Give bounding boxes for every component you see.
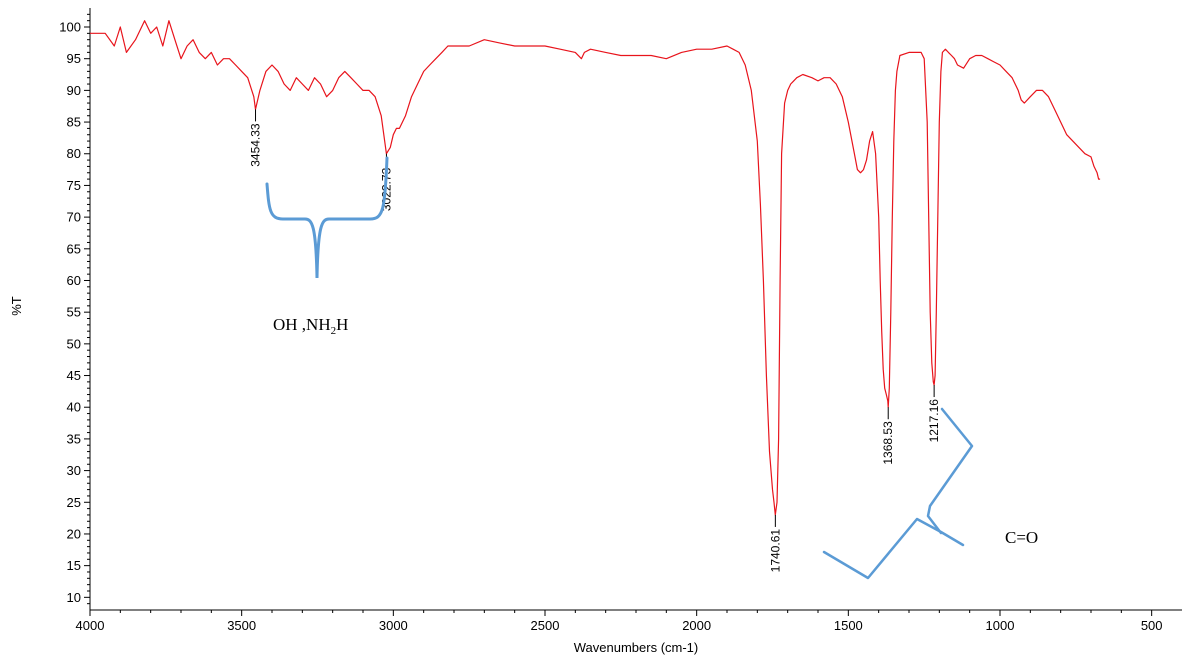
y-tick-label: 35: [67, 431, 81, 446]
x-axis: 4000 3500 3000 2500 2000 1500 1000 500: [76, 609, 1182, 633]
y-tick-label: 10: [67, 590, 81, 605]
y-tick-label: 90: [67, 83, 81, 98]
x-tick-label: 500: [1141, 618, 1163, 633]
carbonyl-bracket-lower: [822, 517, 965, 580]
y-tick-label: 55: [67, 305, 81, 320]
y-tick-label: 45: [67, 368, 81, 383]
spectrum-line: [90, 20, 1101, 516]
y-axis: 10 15 20 25 30 35 40 45 50 55 60 65 70 75 80 85 90 95 100: [59, 8, 91, 610]
y-axis-title: %T: [9, 296, 24, 316]
annotation-carbonyl: C=O: [1005, 528, 1038, 547]
x-tick-label: 3000: [379, 618, 408, 633]
x-tick-label: 2500: [531, 618, 560, 633]
carbonyl-bracket-upper: [926, 407, 974, 535]
x-tick-label: 1500: [834, 618, 863, 633]
y-tick-label: 25: [67, 495, 81, 510]
y-tick-label: 75: [67, 178, 81, 193]
y-tick-label: 40: [67, 400, 81, 415]
y-tick-label: 50: [67, 336, 81, 351]
annotation-brackets: [265, 156, 974, 580]
y-tick-label: 100: [59, 20, 81, 35]
x-tick-label: 3500: [227, 618, 256, 633]
peak-label: 1740.61: [768, 529, 782, 573]
y-tick-label: 30: [67, 463, 81, 478]
x-tick-label: 1000: [986, 618, 1015, 633]
y-tick-label: 20: [67, 526, 81, 541]
x-tick-label: 2000: [682, 618, 711, 633]
y-tick-label: 70: [67, 210, 81, 225]
y-tick-label: 80: [67, 146, 81, 161]
annotation-oh-nh: OH ,NH2H: [273, 315, 348, 337]
x-axis-title: Wavenumbers (cm-1): [574, 640, 698, 655]
peak-label: 1217.16: [927, 399, 941, 443]
spectrum-series: [90, 20, 1101, 516]
y-tick-label: 65: [67, 241, 81, 256]
peak-label: 3454.33: [249, 123, 263, 167]
y-tick-label: 60: [67, 273, 81, 288]
oh-nh-bracket: [265, 156, 389, 279]
x-tick-label: 4000: [76, 618, 105, 633]
peak-label: 1368.53: [881, 421, 895, 465]
y-tick-label: 95: [67, 51, 81, 66]
y-tick-label: 85: [67, 115, 81, 130]
y-tick-label: 15: [67, 558, 81, 573]
